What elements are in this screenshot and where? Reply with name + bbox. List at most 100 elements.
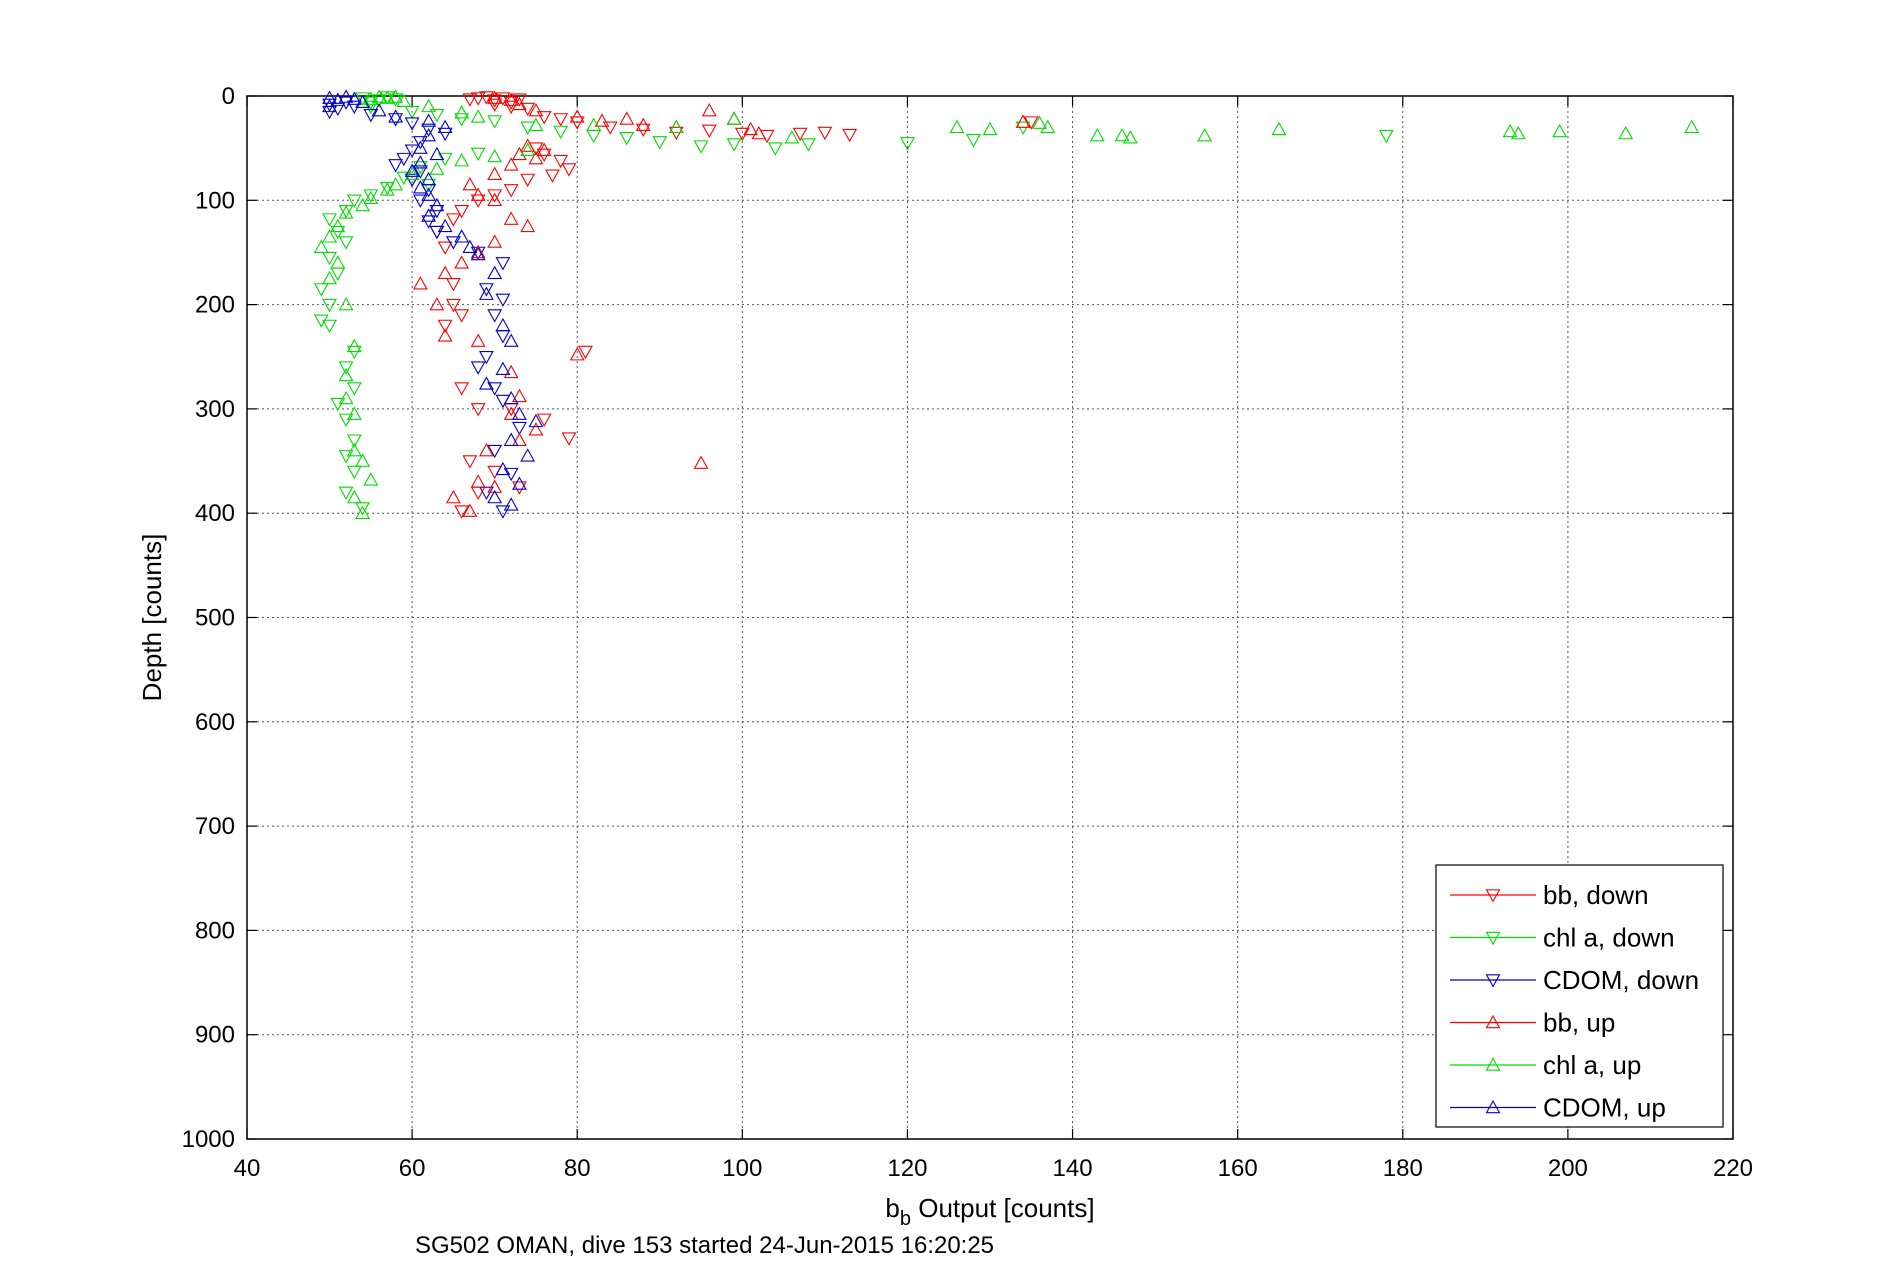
data-point: [743, 121, 759, 136]
data-point: [900, 137, 915, 151]
data-point: [569, 347, 585, 361]
grid-lines: [247, 96, 1733, 1139]
data-point: [346, 338, 362, 353]
data-point: [528, 117, 544, 131]
data-point: [586, 117, 602, 131]
data-point: [346, 489, 362, 504]
data-point: [511, 93, 527, 107]
x-tick-label: 100: [722, 1155, 762, 1182]
data-point: [388, 177, 404, 191]
data-point: [412, 276, 428, 290]
legend-item: CDOM, up: [1450, 1093, 1666, 1123]
data-point: [330, 225, 346, 240]
data-point: [363, 96, 379, 110]
data-point: [511, 406, 527, 420]
data-point: [454, 255, 470, 269]
x-axis-label-main: b: [885, 1193, 899, 1223]
data-point: [1122, 130, 1138, 144]
data-point: [470, 361, 486, 375]
data-point: [478, 376, 494, 390]
data-point: [594, 113, 610, 127]
y-tick-label: 0: [222, 83, 235, 110]
data-point: [528, 102, 544, 117]
data-point: [437, 241, 453, 255]
data-point: [338, 205, 354, 219]
data-point: [346, 382, 362, 396]
data-point: [478, 350, 494, 365]
data-point: [528, 413, 544, 428]
data-point: [520, 448, 536, 462]
data-point: [536, 413, 552, 427]
data-point: [322, 213, 337, 227]
x-tick-label: 180: [1383, 1155, 1423, 1182]
legend-item: bb, down: [1450, 880, 1649, 910]
legend-label: bb, down: [1543, 880, 1649, 910]
data-point: [429, 204, 445, 219]
data-point: [322, 90, 337, 104]
data-point: [668, 126, 684, 141]
data-point: [528, 150, 544, 165]
data-point: [553, 125, 569, 140]
data-point: [487, 479, 503, 493]
series-bb-up: [412, 90, 1031, 517]
data-point: [693, 140, 709, 154]
data-point: [487, 265, 503, 280]
data-point: [503, 390, 519, 405]
x-tick-label: 80: [564, 1155, 591, 1182]
data-point: [470, 92, 486, 106]
data-point: [429, 225, 445, 240]
data-point: [445, 213, 461, 227]
legend-marker: [1485, 1014, 1501, 1029]
data-point: [421, 123, 437, 138]
data-point: [503, 96, 519, 110]
data-point: [1089, 128, 1105, 142]
data-point: [421, 113, 437, 127]
y-tick-label: 800: [195, 917, 235, 944]
data-point: [784, 130, 800, 144]
data-point: [462, 177, 478, 191]
legend-item: CDOM, down: [1450, 965, 1699, 995]
data-point: [487, 94, 503, 108]
data-point: [487, 148, 503, 163]
data-point: [487, 444, 503, 459]
data-point: [388, 159, 404, 173]
data-point: [495, 293, 511, 308]
data-point: [322, 298, 337, 313]
data-point: [437, 328, 453, 342]
data-point: [404, 105, 420, 120]
data-point: [536, 142, 552, 156]
x-axis-label-rest: Output [counts]: [911, 1193, 1095, 1223]
data-point: [578, 345, 593, 360]
data-point: [338, 390, 354, 405]
x-axis-label-subscript: b: [900, 1208, 911, 1230]
data-point: [429, 296, 445, 311]
data-point: [355, 94, 371, 109]
data-point: [470, 147, 486, 161]
data-point: [454, 204, 470, 219]
data-point: [487, 98, 503, 112]
data-point: [470, 403, 486, 417]
x-tick-label: 120: [887, 1155, 927, 1182]
data-point: [404, 163, 420, 177]
y-tick-label: 500: [195, 605, 235, 632]
data-point: [429, 197, 445, 212]
data-point: [338, 486, 354, 500]
data-point: [693, 455, 709, 469]
data-point: [404, 166, 420, 180]
data-point: [346, 442, 362, 457]
data-point: [355, 197, 371, 212]
data-point: [470, 109, 486, 123]
data-point: [1114, 128, 1130, 142]
data-point: [371, 89, 387, 103]
data-point: [322, 319, 337, 334]
data-point: [1502, 123, 1518, 138]
legend-item: chl a, up: [1450, 1050, 1641, 1080]
data-point: [346, 194, 362, 208]
data-point: [454, 505, 470, 519]
data-point: [495, 317, 511, 332]
data-point: [520, 173, 536, 188]
data-point: [437, 319, 453, 334]
legend: bb, down chl a, down CDOM, down bb, up chl a…: [1435, 864, 1724, 1128]
data-point: [421, 178, 437, 193]
